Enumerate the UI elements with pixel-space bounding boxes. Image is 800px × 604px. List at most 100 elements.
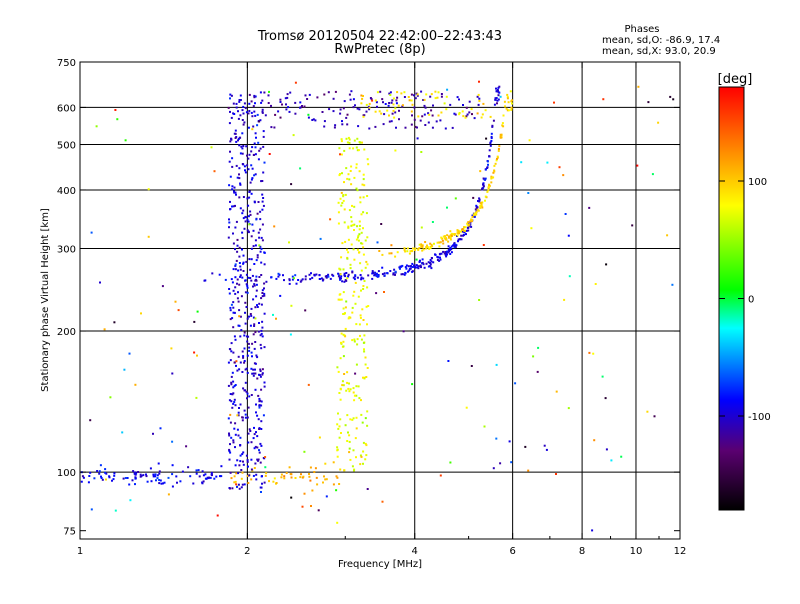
data-point: [317, 509, 320, 512]
data-point: [324, 462, 327, 465]
data-point: [89, 471, 92, 474]
plot-frame: [79, 61, 681, 540]
data-point: [348, 178, 351, 181]
data-point: [364, 458, 367, 461]
data-point: [231, 281, 234, 284]
data-point: [340, 341, 342, 344]
data-point: [241, 231, 244, 234]
data-point: [247, 342, 250, 345]
data-point: [256, 124, 259, 127]
data-point: [213, 477, 216, 480]
data-point: [346, 371, 349, 374]
data-point: [336, 446, 339, 449]
data-point: [294, 112, 297, 115]
data-point: [340, 153, 343, 156]
data-point: [360, 269, 363, 272]
data-point: [259, 218, 262, 221]
data-point: [434, 253, 436, 256]
data-point: [243, 409, 246, 412]
data-point: [358, 108, 361, 111]
data-point: [245, 335, 248, 338]
data-point: [236, 459, 239, 462]
data-point: [167, 493, 170, 496]
data-point: [261, 193, 264, 196]
data-point: [364, 266, 367, 269]
data-point: [358, 233, 361, 236]
data-point: [333, 126, 336, 129]
data-point: [220, 475, 223, 478]
data-point: [360, 242, 363, 245]
data-point: [386, 272, 389, 275]
data-point: [260, 274, 263, 276]
data-point: [292, 277, 295, 280]
data-point: [408, 99, 411, 102]
data-point: [239, 444, 242, 446]
data-point: [339, 173, 341, 175]
data-point: [471, 216, 474, 218]
data-point: [342, 107, 345, 110]
data-point: [404, 266, 407, 269]
data-point: [497, 148, 500, 150]
data-point: [391, 99, 394, 102]
data-point: [388, 120, 391, 123]
data-point: [238, 315, 241, 318]
data-point: [171, 372, 174, 375]
data-point: [631, 224, 634, 227]
data-point: [230, 342, 233, 345]
data-point: [255, 259, 258, 262]
data-point: [87, 481, 90, 484]
data-point: [475, 207, 478, 210]
data-point: [113, 474, 116, 477]
data-point: [352, 387, 355, 390]
data-point: [243, 102, 246, 105]
data-point: [413, 106, 416, 109]
data-point: [246, 397, 248, 400]
data-point: [378, 250, 381, 252]
data-point: [230, 350, 233, 353]
data-point: [412, 247, 414, 250]
data-point: [487, 163, 489, 166]
data-point: [394, 149, 397, 152]
data-point: [113, 321, 116, 324]
data-point: [507, 109, 510, 112]
data-point: [238, 324, 241, 327]
data-point: [114, 109, 117, 111]
data-point: [334, 90, 337, 93]
data-point: [340, 298, 343, 301]
data-point: [229, 208, 232, 210]
data-point: [353, 223, 356, 226]
data-point: [242, 163, 245, 166]
data-point: [244, 413, 247, 416]
data-point: [261, 108, 264, 111]
data-point: [202, 474, 205, 477]
data-point: [363, 184, 366, 187]
data-point: [213, 170, 216, 173]
data-point: [323, 475, 325, 478]
data-point: [404, 250, 407, 253]
data-point: [331, 273, 334, 276]
data-point: [446, 206, 448, 209]
data-point: [243, 347, 246, 350]
data-point: [447, 240, 450, 243]
data-point: [205, 477, 208, 480]
data-point: [238, 487, 241, 490]
data-point: [232, 306, 235, 309]
data-point: [228, 487, 231, 489]
data-point: [228, 432, 230, 435]
data-point: [290, 183, 293, 186]
data-point: [430, 109, 433, 112]
data-point: [408, 269, 411, 272]
data-point: [253, 201, 256, 204]
data-point: [336, 423, 339, 426]
data-point: [237, 139, 239, 142]
data-point: [424, 241, 427, 243]
data-point: [383, 274, 386, 277]
data-point: [239, 454, 242, 457]
data-point: [346, 440, 349, 442]
data-point: [244, 220, 247, 223]
data-point: [263, 346, 266, 349]
data-point: [244, 215, 247, 218]
data-point: [358, 323, 361, 326]
data-point: [401, 273, 404, 276]
